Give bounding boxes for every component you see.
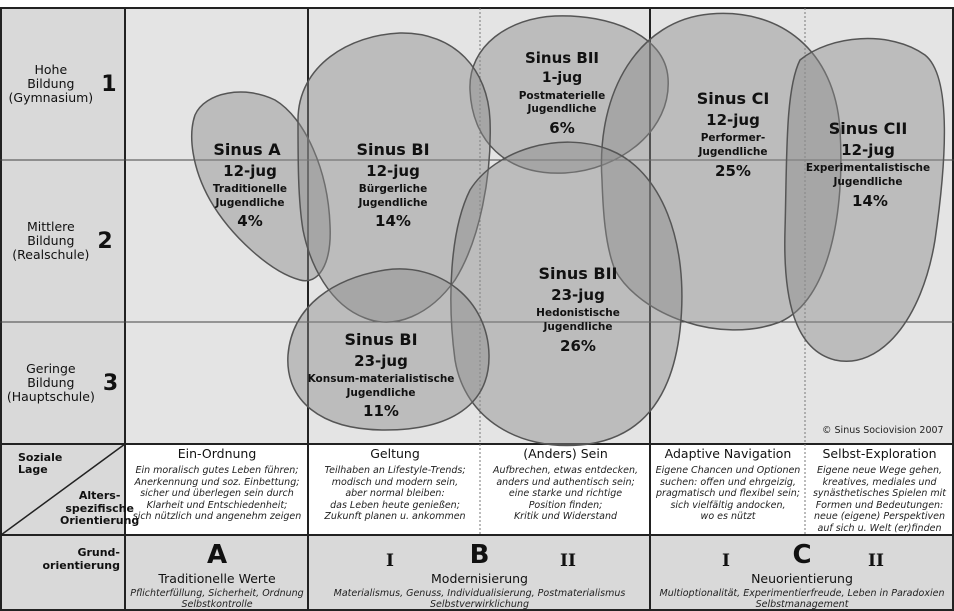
orientation-title-ein-ordnung: Ein-Ordnung <box>177 446 257 461</box>
milieu-pct: 25% <box>715 162 751 180</box>
milieu-pct: 14% <box>375 212 411 230</box>
blob-sinus-ci-performer <box>600 12 842 331</box>
milieu-desc-1: Konsum-materialistische <box>308 373 455 385</box>
grund-desc-neuorientierung: Multioptionalität, Experimentierfreude, … <box>659 588 945 610</box>
milieu-label-cii: Sinus CII 12-jug Experimentalistische Ju… <box>806 119 930 210</box>
milieu-pct: 6% <box>549 119 574 137</box>
milieu-pct: 4% <box>237 212 262 230</box>
milieu-desc-1: Bürgerliche <box>359 183 428 195</box>
milieu-name: Sinus A <box>213 140 281 159</box>
grund-roman-b-ii: II <box>560 551 576 571</box>
orientation-row <box>0 444 954 535</box>
blob-sinus-cii-experimentalist <box>784 37 946 362</box>
milieu-desc-2: Jugendliche <box>542 321 612 333</box>
orientation-desc-adaptive-navigation: Eigene Chancen und Optionen suchen: offe… <box>655 465 801 522</box>
blob-sinus-bii-postmateriell <box>469 15 669 174</box>
row-label-hohe-bildung: Hohe Bildung (Gymnasium) 1 <box>0 8 125 160</box>
milieu-label-bii-23: Sinus BII 23-jug Hedonistische Jugendlic… <box>536 264 620 355</box>
orientation-title-geltung: Geltung <box>370 446 420 461</box>
milieu-desc-2: Jugendliche <box>832 176 902 188</box>
grund-label: Grund- orientierung <box>42 546 121 572</box>
milieu-age: 23-jug <box>551 286 605 304</box>
grund-letter-c: C <box>792 540 812 570</box>
row-label-text: Geringe Bildung (Hauptschule) <box>6 361 95 404</box>
milieu-name: Sinus BII <box>525 49 599 67</box>
blob-sinus-bi-konsum <box>287 268 490 431</box>
orientation-desc-ein-ordnung: Ein moralisch gutes Leben führen; Anerke… <box>132 465 302 522</box>
milieu-label-ci: Sinus CI 12-jug Performer- Jugendliche 2… <box>697 89 770 180</box>
grund-title-traditionelle-werte: Traditionelle Werte <box>158 571 276 586</box>
grund-row <box>0 535 954 611</box>
milieu-desc-2: Jugendliche <box>697 146 767 158</box>
milieu-desc-2: Jugendliche <box>526 103 596 115</box>
milieu-age: 1-jug <box>542 70 582 86</box>
grund-title-neuorientierung: Neuorientierung <box>751 571 853 586</box>
grund-title-modernisierung: Modernisierung <box>431 571 528 586</box>
orientation-title-anders-sein: (Anders) Sein <box>523 446 608 461</box>
grund-desc-modernisierung: Materialismus, Genuss, Individualisierun… <box>333 588 626 610</box>
milieu-pct: 26% <box>560 337 596 355</box>
row-label-text: Mittlere Bildung (Realschule) <box>12 219 90 262</box>
milieu-pct: 11% <box>363 402 399 420</box>
copyright-note: © Sinus Sociovision 2007 <box>822 425 944 436</box>
row-number: 3 <box>102 370 119 396</box>
milieu-desc-2: Jugendliche <box>357 197 427 209</box>
milieu-desc-1: Postmaterielle <box>519 90 606 102</box>
grund-roman-c-ii: II <box>868 551 884 571</box>
row-label-geringe-bildung: Geringe Bildung (Hauptschule) 3 <box>0 322 125 444</box>
milieu-name: Sinus BI <box>344 330 417 349</box>
milieu-age: 23-jug <box>354 352 408 370</box>
milieu-name: Sinus CI <box>697 89 770 108</box>
orientation-title-adaptive-navigation: Adaptive Navigation <box>664 446 792 461</box>
milieu-desc-1: Performer- <box>701 132 766 144</box>
row-label-text: Hohe Bildung (Gymnasium) <box>8 62 94 105</box>
blob-sinus-bi-buergerlich <box>297 32 491 323</box>
milieu-age: 12-jug <box>706 111 760 129</box>
orientation-desc-geltung: Teilhaben an Lifestyle-Trends; modisch u… <box>324 465 466 522</box>
row-label-mittlere-bildung: Mittlere Bildung (Realschule) 2 <box>0 160 125 322</box>
grund-roman-b-i: I <box>386 551 394 571</box>
milieu-label-a: Sinus A 12-jug Traditionelle Jugendliche… <box>213 140 287 230</box>
milieu-name: Sinus CII <box>829 119 908 138</box>
grid-area <box>125 8 954 444</box>
row-number: 1 <box>101 71 117 97</box>
milieu-age: 12-jug <box>841 141 895 159</box>
milieu-age: 12-jug <box>223 162 277 180</box>
row-number: 2 <box>97 228 113 254</box>
milieu-desc-1: Traditionelle <box>213 183 287 195</box>
milieu-desc-2: Jugendliche <box>214 197 284 209</box>
milieu-label-bi-23: Sinus BI 23-jug Konsum-materialistische … <box>308 330 455 420</box>
milieu-pct: 14% <box>852 192 888 210</box>
corner-label-altersspezifisch: Alters- spezifische Orientierung <box>60 489 140 527</box>
orientation-desc-selbst-exploration: Eigene neue Wege gehen, kreatives, media… <box>812 465 946 534</box>
blob-sinus-a-traditional <box>191 91 331 282</box>
grund-letter-a: A <box>206 540 228 570</box>
milieu-desc-1: Experimentalistische <box>806 162 930 174</box>
milieu-label-bi-12: Sinus BI 12-jug Bürgerliche Jugendliche … <box>356 140 429 230</box>
grund-letter-b: B <box>469 540 490 570</box>
milieu-desc-2: Jugendliche <box>345 387 415 399</box>
grund-desc-traditionelle-werte: Pflichterfüllung, Sicherheit, Ordnung Se… <box>130 588 304 610</box>
milieu-age: 12-jug <box>366 162 420 180</box>
orientation-title-selbst-exploration: Selbst-Exploration <box>822 446 937 461</box>
milieu-name: Sinus BII <box>539 264 618 283</box>
milieu-name: Sinus BI <box>356 140 429 159</box>
orientation-desc-anders-sein: Aufbrechen, etwas entdecken, anders und … <box>492 465 638 522</box>
blob-sinus-bii-hedonist <box>450 141 683 447</box>
grund-roman-c-i: I <box>722 551 730 571</box>
corner-label-soziale-lage: Soziale Lage <box>18 451 63 476</box>
milieu-desc-1: Hedonistische <box>536 307 620 319</box>
milieu-label-bii-1: Sinus BII 1-jug Postmaterielle Jugendlic… <box>519 49 606 137</box>
